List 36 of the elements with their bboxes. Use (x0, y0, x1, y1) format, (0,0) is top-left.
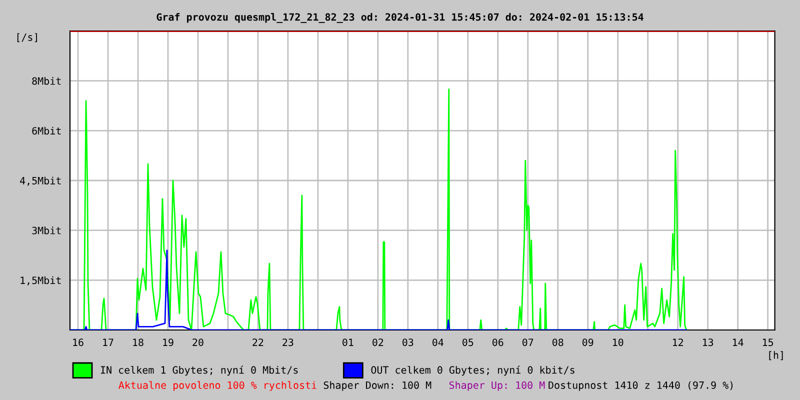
text: Aktualne povoleno 100 % rychlosti (118, 381, 316, 391)
x-tick-label: 20 (192, 338, 204, 346)
legend-label: IN celkem 1 Gbytes; nyní 0 Mbit/s (100, 366, 298, 376)
y-axis-title: [/s] (17, 33, 37, 42)
x-tick-label: 09 (582, 338, 594, 346)
text: Dostupnost 1410 z 1440 (97.9 %) (548, 381, 733, 391)
x-tick-label: 01 (342, 338, 354, 346)
y-tick-label: 6Mbit (32, 126, 61, 135)
y-tick-label: 1,5Mbit (20, 276, 61, 286)
x-tick-label: 08 (552, 338, 564, 346)
x-tick-label: 12 (673, 338, 683, 346)
x-tick-label: 02 (372, 338, 384, 346)
x-tick-label: 10 (613, 338, 624, 346)
x-tick-label: 13 (703, 338, 714, 346)
x-tick-label: 19 (163, 338, 174, 346)
line-series (70, 250, 688, 330)
x-tick-label: 05 (462, 338, 474, 346)
text: Shaper Down: 100 M (324, 381, 432, 391)
y-tick-label: 8Mbit (32, 77, 61, 85)
chart-title: Graf provozu quesmpl_172_21_82_23 od: 2024-01-31 15:45:07 do: 2024-02-01 15:13:54 (156, 13, 644, 23)
y-tick-label: 4,5Mbit (20, 176, 61, 186)
x-tick-label: 03 (402, 338, 414, 346)
x-axis-title: [h] (769, 351, 783, 360)
x-tick-label: 18 (133, 338, 144, 346)
x-tick-label: 17 (103, 338, 114, 346)
x-tick-label: 23 (282, 338, 294, 346)
x-tick-label: 07 (522, 338, 534, 346)
legend-label: OUT celkem 0 Gbytes; nyní 0 kbit/s (371, 366, 574, 376)
x-tick-label: 22 (252, 338, 264, 346)
x-tick-label: 06 (492, 338, 504, 346)
x-tick-label: 04 (432, 338, 444, 346)
x-tick-label: 14 (732, 338, 744, 346)
x-tick-label: 16 (73, 338, 84, 346)
x-tick-label: 15 (762, 338, 774, 346)
y-tick-label: 3Mbit (32, 226, 61, 234)
text: Shaper Up: 100 M (449, 381, 545, 391)
